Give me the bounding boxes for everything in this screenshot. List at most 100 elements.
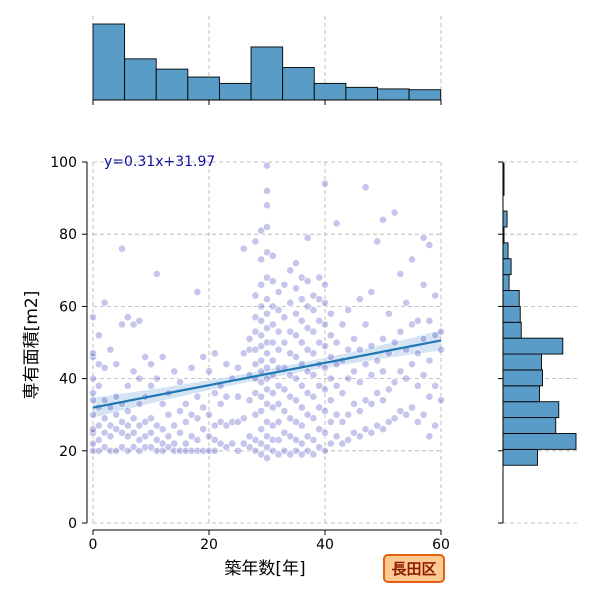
data-point (135, 399, 144, 408)
data-point (326, 331, 335, 340)
data-point (263, 338, 271, 347)
data-point (245, 443, 254, 452)
right-hist-bar (502, 385, 540, 403)
right-hist-bar (502, 337, 564, 355)
data-point (350, 367, 358, 376)
data-point (303, 324, 312, 332)
data-point (251, 436, 260, 444)
data-point (205, 410, 213, 419)
data-point (257, 255, 266, 264)
data-point (193, 414, 202, 423)
data-point (280, 313, 289, 322)
data-point (292, 259, 300, 267)
data-point (263, 418, 271, 426)
data-point (268, 302, 277, 311)
data-point (251, 345, 260, 354)
data-point (303, 233, 312, 242)
data-point (286, 392, 295, 401)
data-point (297, 439, 306, 448)
data-point (257, 331, 266, 340)
data-point (292, 309, 300, 318)
data-point (315, 443, 324, 452)
data-point (309, 414, 318, 423)
regression-line (92, 339, 442, 409)
data-point (292, 396, 300, 405)
data-point (402, 298, 411, 307)
data-point (309, 392, 318, 401)
data-point (257, 407, 266, 415)
data-point (257, 280, 266, 289)
data-point (112, 360, 121, 369)
data-point (152, 374, 161, 383)
data-point (332, 432, 341, 441)
data-point (152, 270, 161, 278)
data-point (309, 436, 318, 444)
right-hist-bar (502, 290, 520, 307)
ward-badge-box (383, 554, 445, 583)
data-point (205, 367, 213, 376)
data-point (263, 273, 271, 282)
right-hist-bar (502, 321, 522, 339)
data-point (350, 428, 358, 437)
data-point (315, 338, 324, 347)
data-point (390, 208, 399, 217)
data-point (274, 288, 283, 296)
data-point (413, 349, 422, 358)
data-point (379, 396, 387, 405)
data-point (106, 421, 115, 430)
data-point (274, 436, 283, 444)
data-point (361, 425, 370, 434)
data-point (129, 320, 138, 329)
data-point (303, 389, 312, 397)
data-point (164, 410, 173, 419)
data-point (228, 439, 237, 448)
data-point (402, 374, 411, 383)
data-point (234, 392, 242, 401)
data-point (257, 439, 266, 448)
data-point (431, 331, 440, 340)
data-point (303, 345, 312, 354)
data-point (89, 410, 97, 419)
data-point (263, 363, 271, 372)
top-hist-bar (155, 68, 189, 101)
data-point (286, 450, 295, 459)
data-point (251, 410, 260, 419)
data-point (147, 381, 155, 390)
data-point (257, 342, 266, 351)
data-point (297, 403, 306, 412)
data-point (129, 428, 138, 437)
x-axis-ticks: 0 20 40 60 (89, 530, 450, 553)
data-point (100, 298, 109, 307)
data-point (94, 381, 103, 390)
data-point (332, 410, 341, 419)
data-point (384, 385, 393, 394)
y-tick-label: 60 (59, 299, 77, 315)
data-point (292, 353, 300, 361)
data-point (147, 360, 155, 369)
data-point (297, 316, 306, 325)
data-point (361, 360, 370, 369)
data-point (251, 237, 260, 246)
data-point (141, 418, 150, 426)
data-point (408, 403, 416, 412)
data-point (176, 446, 184, 455)
marginal-histogram-x (92, 16, 442, 105)
data-point (274, 306, 283, 314)
data-point (106, 345, 115, 354)
data-point (413, 381, 422, 390)
data-point (205, 446, 213, 455)
right-hist-bar (502, 274, 510, 291)
data-point (384, 418, 393, 426)
data-point (274, 399, 283, 408)
data-point (129, 443, 138, 452)
data-point (309, 371, 318, 379)
data-point (268, 436, 277, 444)
data-point (193, 436, 202, 444)
data-point (367, 399, 376, 408)
top-hist-bar (282, 67, 315, 101)
data-point (123, 421, 132, 430)
top-hist-bar (313, 82, 347, 101)
data-point (350, 334, 358, 343)
data-point (89, 425, 97, 434)
data-point (286, 298, 295, 307)
